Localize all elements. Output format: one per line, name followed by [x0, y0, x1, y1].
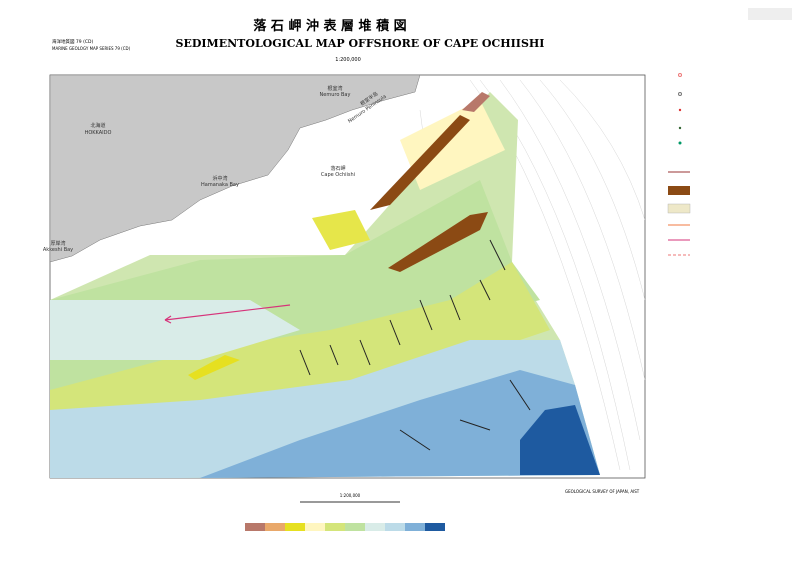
- land: [49, 74, 421, 263]
- sediment-area: [370, 115, 470, 210]
- sediment-area: [520, 405, 600, 475]
- sediment-arrows: [164, 304, 291, 324]
- place-ja: 北海道: [90, 122, 105, 129]
- series-en: MARINE GEOLOGY MAP SERIES 79 (CD): [52, 46, 131, 51]
- series-ja: 海洋地質図 79 (CD): [52, 38, 93, 45]
- sediment-area: [312, 210, 370, 250]
- sediment-area: [188, 355, 240, 380]
- sediment-area: [50, 300, 300, 360]
- place-ja: 浜中湾: [212, 175, 227, 182]
- faults: [299, 239, 531, 451]
- color-bar: [245, 523, 445, 531]
- place-en: Akkeshi Bay: [43, 247, 73, 253]
- place-ja: 落石岬: [330, 165, 345, 172]
- sediment-area: [400, 100, 505, 190]
- legend: [667, 73, 691, 256]
- sediment-area: [388, 212, 488, 272]
- logo: [748, 8, 792, 20]
- place-en: HOKKAIDO: [85, 130, 112, 136]
- survey-credit: GEOLOGICAL SURVEY OF JAPAN, AIST: [565, 489, 640, 494]
- title-en: SEDIMENTOLOGICAL MAP OFFSHORE OF CAPE OC…: [176, 37, 545, 50]
- place-en: Cape Ochiishi: [321, 172, 355, 178]
- place-labels: 北海道 HOKKAIDO 根室湾 Nemuro Bay 浜中湾 Hamanaka…: [43, 85, 388, 253]
- place-ja: 厚岸湾: [50, 240, 65, 247]
- sediment-area: [200, 370, 600, 478]
- sediment-area: [462, 92, 490, 112]
- sediment-area: [50, 262, 550, 420]
- place-ja: 根室湾: [327, 85, 342, 92]
- place-en: Hamanaka Bay: [201, 182, 239, 188]
- title-ja: 落 石 岬 沖 表 層 堆 積 図: [253, 18, 406, 34]
- scale: 1:200,000: [335, 57, 361, 63]
- scale-bar-label: 1:200,000: [340, 493, 361, 498]
- place-en: Nemuro Bay: [320, 92, 351, 98]
